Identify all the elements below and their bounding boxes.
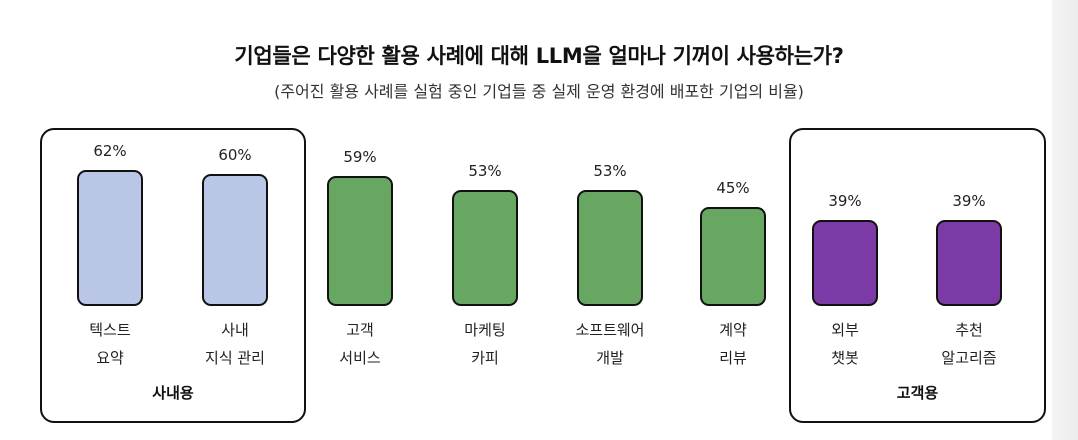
value-label-6: 39% — [828, 192, 862, 211]
bar-2 — [327, 176, 393, 306]
chart-subtitle: (주어진 활용 사례를 실험 중인 기업들 중 실제 운영 환경에 배포한 기업… — [274, 82, 804, 101]
bar-1 — [202, 174, 268, 306]
category-label-line: 카피 — [471, 349, 499, 367]
category-label-line: 서비스 — [339, 349, 381, 367]
category-label-line: 사내 — [221, 321, 249, 339]
value-label-7: 39% — [952, 192, 986, 211]
group-label-customer: 고객용 — [896, 384, 939, 402]
category-label-line: 리뷰 — [719, 349, 747, 367]
value-label-5: 45% — [716, 179, 750, 198]
chart-title: 기업들은 다양한 활용 사례에 대해 LLM을 얼마나 기꺼이 사용하는가? — [234, 44, 844, 68]
bar-3 — [452, 189, 518, 306]
value-label-0: 62% — [93, 141, 127, 160]
group-box-internal — [40, 128, 306, 423]
bar-4 — [577, 189, 643, 306]
category-label-line: 텍스트 — [89, 321, 131, 339]
group-box-customer — [789, 128, 1046, 423]
value-label-2: 59% — [343, 148, 377, 167]
category-label-line: 외부 — [831, 321, 859, 339]
bar-0 — [77, 169, 143, 306]
category-label-line: 요약 — [96, 349, 124, 367]
category-label-line: 소프트웨어 — [575, 321, 645, 339]
bar-5 — [700, 207, 766, 306]
category-label-line: 마케팅 — [464, 321, 506, 339]
category-label-line: 고객 — [346, 321, 374, 339]
value-label-1: 60% — [218, 146, 252, 165]
bar-6 — [812, 220, 878, 306]
value-label-3: 53% — [468, 161, 502, 180]
category-label-line: 추천 — [955, 321, 983, 339]
category-label-line: 알고리즘 — [941, 349, 997, 367]
category-label-line: 계약 — [719, 321, 747, 339]
group-label-internal: 사내용 — [152, 384, 194, 402]
category-label-line: 챗봇 — [831, 349, 859, 367]
category-label-line: 지식 관리 — [205, 349, 265, 367]
value-label-4: 53% — [593, 161, 627, 180]
category-label-line: 개발 — [596, 349, 624, 367]
right-edge-strip — [1052, 0, 1078, 440]
bar-7 — [936, 220, 1002, 306]
